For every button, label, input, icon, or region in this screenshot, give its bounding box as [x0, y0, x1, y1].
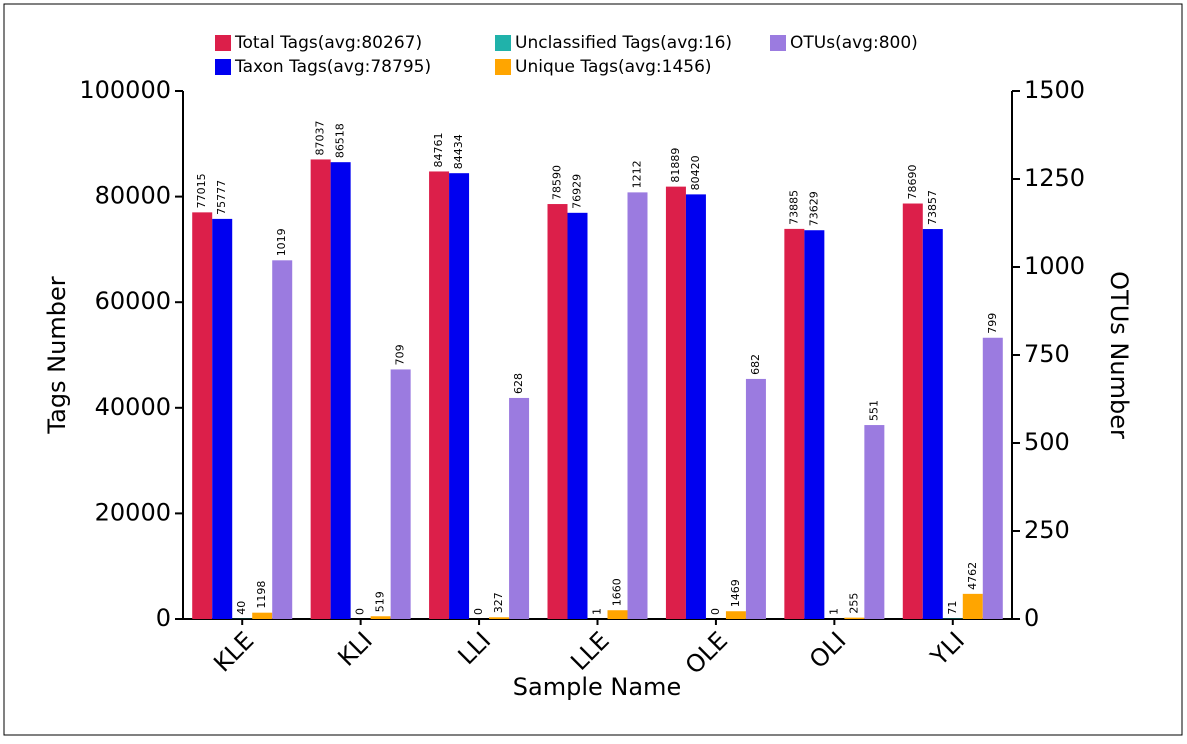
x-tick-label: YLI — [925, 626, 970, 671]
y-tick-label: 0 — [156, 604, 171, 632]
bar — [489, 617, 509, 619]
bar — [608, 610, 628, 619]
x-tick-label: LLE — [565, 626, 614, 675]
bar — [212, 219, 232, 619]
bar — [923, 229, 943, 619]
value-label: 709 — [394, 344, 407, 365]
legend-swatch — [215, 35, 231, 51]
legend-label: OTUs(avg:800) — [790, 33, 918, 53]
bar — [548, 204, 568, 619]
y-tick-label: 100000 — [79, 76, 171, 104]
bar — [371, 616, 391, 619]
legend-swatch — [215, 59, 231, 75]
y2-tick-label: 250 — [1024, 516, 1070, 544]
value-label: 40 — [235, 601, 248, 615]
value-label: 1469 — [729, 579, 742, 607]
bar — [666, 187, 686, 619]
value-label: 0 — [709, 608, 722, 615]
bar — [192, 212, 212, 619]
value-label: 0 — [354, 608, 367, 615]
value-label: 80420 — [689, 155, 702, 190]
x-tick-label: OLI — [804, 626, 852, 674]
bar — [903, 204, 923, 619]
x-tick-label: KLE — [208, 626, 259, 677]
value-label: 682 — [749, 354, 762, 375]
y2-tick-label: 1250 — [1024, 164, 1085, 192]
bar — [391, 369, 411, 619]
bar — [509, 398, 529, 619]
value-label: 73857 — [926, 190, 939, 225]
bar — [449, 173, 469, 619]
y2-tick-label: 1000 — [1024, 252, 1085, 280]
value-label: 78590 — [551, 165, 564, 200]
y2-tick-label: 1500 — [1024, 76, 1085, 104]
bar — [331, 162, 351, 619]
bar — [963, 594, 983, 619]
bar — [252, 613, 272, 619]
bar — [429, 171, 449, 619]
value-label: 87037 — [314, 120, 327, 155]
value-label: 799 — [986, 313, 999, 334]
frame — [4, 4, 1182, 735]
value-label: 0 — [472, 608, 485, 615]
value-label: 78690 — [906, 165, 919, 200]
value-label: 551 — [867, 400, 880, 421]
legend-label: Total Tags(avg:80267) — [234, 33, 422, 53]
value-label: 81889 — [669, 148, 682, 183]
y2-tick-label: 750 — [1024, 340, 1070, 368]
value-label: 1660 — [611, 578, 624, 606]
x-tick-label: KLI — [332, 626, 377, 671]
bar — [983, 338, 1003, 619]
x-tick-label: LLI — [453, 626, 497, 670]
value-label: 84761 — [432, 132, 445, 167]
legend-label: Unique Tags(avg:1456) — [515, 57, 712, 77]
bar — [568, 213, 588, 619]
legend-swatch — [495, 59, 511, 75]
value-label: 75777 — [215, 180, 228, 215]
value-label: 76929 — [571, 174, 584, 209]
y-tick-label: 80000 — [95, 182, 171, 210]
value-label: 1019 — [275, 228, 288, 256]
value-label: 628 — [512, 373, 525, 394]
value-label: 84434 — [452, 134, 465, 169]
value-label: 255 — [847, 593, 860, 614]
y-axis-title: Tags Number — [43, 276, 71, 434]
legend-label: Taxon Tags(avg:78795) — [234, 57, 431, 77]
value-label: 77015 — [195, 173, 208, 208]
value-label: 1 — [591, 608, 604, 615]
legend-label: Unclassified Tags(avg:16) — [515, 33, 732, 53]
y-tick-label: 60000 — [95, 287, 171, 315]
value-label: 4762 — [966, 562, 979, 590]
bar — [686, 194, 706, 619]
value-label: 1212 — [631, 160, 644, 188]
x-axis-title: Sample Name — [513, 673, 681, 701]
legend-swatch — [495, 35, 511, 51]
legend-swatch — [770, 35, 786, 51]
value-label: 1 — [827, 608, 840, 615]
value-label: 73629 — [807, 191, 820, 226]
bar — [784, 229, 804, 619]
y-tick-label: 20000 — [95, 498, 171, 526]
value-label: 519 — [374, 591, 387, 612]
bar — [726, 611, 746, 619]
x-tick-label: OLE — [680, 626, 733, 679]
bar — [746, 379, 766, 619]
y2-axis-title: OTUs Number — [1105, 271, 1133, 439]
value-label: 73885 — [787, 190, 800, 225]
y2-tick-label: 0 — [1024, 604, 1039, 632]
y-tick-label: 40000 — [95, 393, 171, 421]
y2-tick-label: 500 — [1024, 428, 1070, 456]
bar — [864, 425, 884, 619]
bar — [628, 192, 648, 619]
bar — [844, 618, 864, 619]
value-label: 327 — [492, 592, 505, 613]
bar — [272, 260, 292, 619]
bar — [804, 230, 824, 619]
value-label: 71 — [946, 601, 959, 615]
bar — [311, 159, 331, 619]
value-label: 86518 — [334, 123, 347, 158]
value-label: 1198 — [255, 581, 268, 609]
